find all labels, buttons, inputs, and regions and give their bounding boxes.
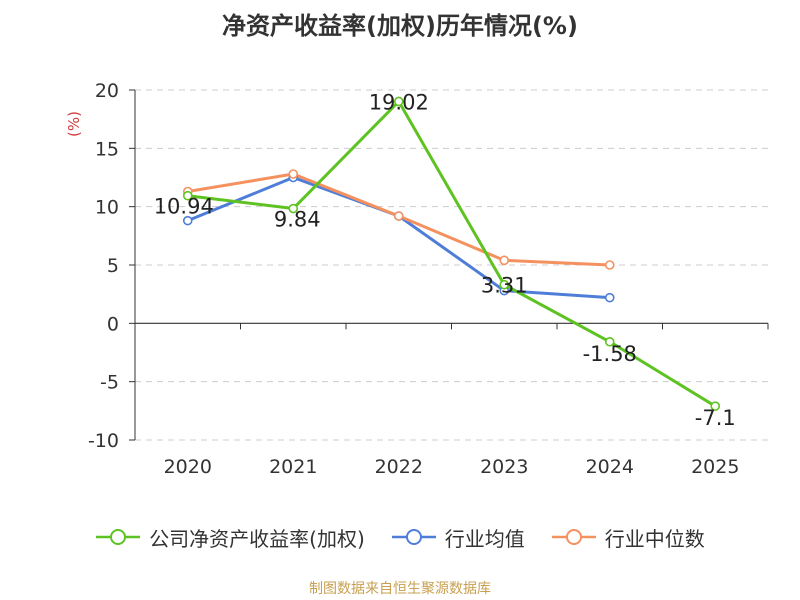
y-axis-label: (%) [65, 111, 83, 137]
series-point-0 [604, 336, 615, 347]
legend-swatch-icon [551, 529, 596, 545]
y-tick-label: -10 [88, 430, 119, 452]
series-point-0 [182, 190, 193, 201]
grid-lines [135, 89, 768, 441]
series-point-0 [288, 203, 299, 214]
legend-item-1[interactable]: 行业均值 [391, 523, 525, 552]
legend-swatch-icon [96, 529, 141, 545]
data-labels: 10.94 9.84 19.02 3.31 -1.58 -7.1 [154, 90, 736, 430]
series-point-2 [393, 211, 404, 221]
y-tick-label: 10 [95, 197, 119, 219]
data-label: 19.02 [369, 90, 429, 114]
source-footer: 制图数据来自恒生聚源数据库 [309, 581, 491, 597]
x-tick-label: 2023 [480, 456, 528, 478]
data-label: -1.58 [583, 342, 637, 366]
data-label: 3.31 [481, 274, 528, 298]
legend: 公司净资产收益率(加权) 行业均值 行业中位数 [0, 520, 800, 554]
y-tick-label: 15 [95, 138, 119, 160]
series-point-1 [182, 215, 193, 226]
x-tick-label: 2022 [375, 456, 423, 478]
y-tick-label: 20 [95, 80, 119, 102]
x-tick-label: 2021 [269, 456, 317, 478]
series-line-0 [187, 99, 717, 408]
legend-item-0[interactable]: 公司净资产收益率(加权) [95, 523, 365, 552]
axes: 20 15 10 5 0 -5 -10 2020 2021 2022 2023 2024 2025 [88, 80, 769, 478]
series-points [182, 96, 721, 411]
data-label: 9.84 [274, 208, 321, 232]
series-point-0 [710, 401, 721, 411]
series-point-0 [499, 279, 510, 290]
series-point-2 [499, 255, 510, 266]
x-tick-label: 2024 [586, 456, 634, 478]
legend-label: 行业中位数 [604, 526, 705, 551]
series-point-0 [393, 96, 404, 107]
legend-swatch-icon [391, 529, 436, 545]
legend-label: 公司净资产收益率(加权) [149, 526, 365, 551]
chart-title: 净资产收益率(加权)历年情况(%) [222, 12, 578, 40]
series-point-2 [288, 169, 299, 179]
series-line-1 [187, 176, 610, 300]
legend-item-2[interactable]: 行业中位数 [551, 523, 705, 552]
y-tick-label: 5 [107, 255, 119, 277]
y-tick-label: 0 [107, 313, 119, 335]
legend-label: 行业均值 [444, 526, 525, 551]
series-point-2 [604, 260, 615, 270]
series-point-1 [604, 292, 615, 303]
data-label: 10.94 [154, 195, 214, 219]
x-tick-label: 2020 [164, 456, 212, 478]
x-tick-label: 2025 [691, 456, 739, 478]
data-label: -7.1 [695, 406, 736, 430]
y-tick-label: -5 [100, 372, 119, 394]
